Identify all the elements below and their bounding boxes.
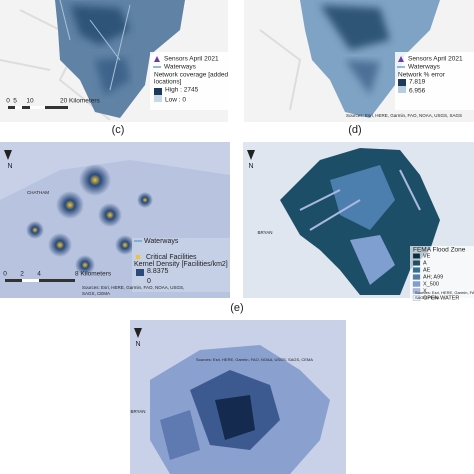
sources: Sources: Esri, HERE, Garmin, FAO, NOAA, … (346, 113, 462, 118)
panel-e-map (130, 320, 346, 474)
legend-swatch (412, 267, 421, 273)
panel-b-map (244, 0, 474, 122)
legend-swatch (412, 274, 421, 280)
legend-label: High : 2745 (165, 87, 199, 94)
scale-label: 20 Kilometers (60, 98, 100, 105)
place-label: BRYAN (130, 409, 145, 414)
legend-swatch (412, 295, 421, 301)
legend-label: VE (423, 253, 431, 259)
legend-label: X (423, 288, 427, 294)
panel-c-map (0, 142, 230, 298)
legend-label: Sensors April 2021 (164, 56, 219, 63)
legend-label: Sensors April 2021 (408, 56, 463, 63)
scale-label: 2 (20, 271, 24, 278)
sources: Sources: Esri, HERE, Garmin, FAO, NOAA, … (82, 285, 184, 290)
legend-label: X_500 (423, 281, 439, 287)
legend-title: FEMA Flood Zone (413, 247, 466, 254)
panel-a-map (0, 0, 228, 122)
scale-label: 0 (3, 271, 7, 278)
north-arrow: N (7, 163, 12, 170)
legend-label: 0 (147, 278, 151, 285)
legend-label: Waterways (164, 64, 197, 71)
legend-label: 6.956 (409, 88, 426, 95)
panel-d-map (243, 142, 474, 298)
panel-label: (e) (230, 302, 243, 314)
legend-label: A (423, 260, 427, 266)
scale-label: 0 (6, 98, 10, 105)
panel-label: (d) (348, 124, 361, 136)
legend-label: Low : 0 (165, 97, 186, 104)
legend-label: AH; A99 (423, 274, 443, 280)
place-label: CHATHAM (27, 190, 49, 195)
legend-swatch (412, 288, 421, 294)
legend-swatch (412, 260, 421, 266)
legend-title: Kernel Density [Facilities/km2] (134, 261, 228, 268)
north-arrow: N (135, 341, 140, 348)
legend-label: Waterways (144, 238, 179, 245)
sources: SAGS, CEMA (82, 291, 110, 296)
place-label: BRYAN (257, 230, 272, 235)
sources: SAGS, FEMA (415, 295, 440, 300)
sources: Sources: Esri, HERE, Garmin, FAO, NOAA, … (196, 357, 313, 362)
legend-swatch (412, 253, 421, 259)
labels: (c) (d)(e)Sensors April 2021WaterwaysNetw… (3, 56, 474, 414)
scale-label: 10 (26, 98, 34, 105)
legend-label: Waterways (408, 64, 441, 71)
legend-label: 8.8375 (147, 268, 169, 275)
legend-title: Network coverage [added (154, 72, 228, 79)
legend-title: locations] (154, 79, 182, 86)
scale-label: 5 (13, 98, 17, 105)
sources: Sources: Esri, HERE, Garmin, FAO, NOAA, … (415, 290, 474, 295)
north-arrow: N (248, 163, 253, 170)
legend-title: Network % error (398, 72, 446, 79)
legend-swatch (412, 281, 421, 287)
legend-label: 7.819 (409, 79, 426, 86)
legend-label: Critical Facilities (146, 254, 197, 261)
panel-label: (c) (112, 124, 125, 136)
legend-label: AE (423, 267, 431, 273)
scale-label: 8 Kilometers (75, 271, 112, 278)
legend-label: OPEN WATER (423, 295, 459, 301)
scale-label: 4 (37, 271, 41, 278)
